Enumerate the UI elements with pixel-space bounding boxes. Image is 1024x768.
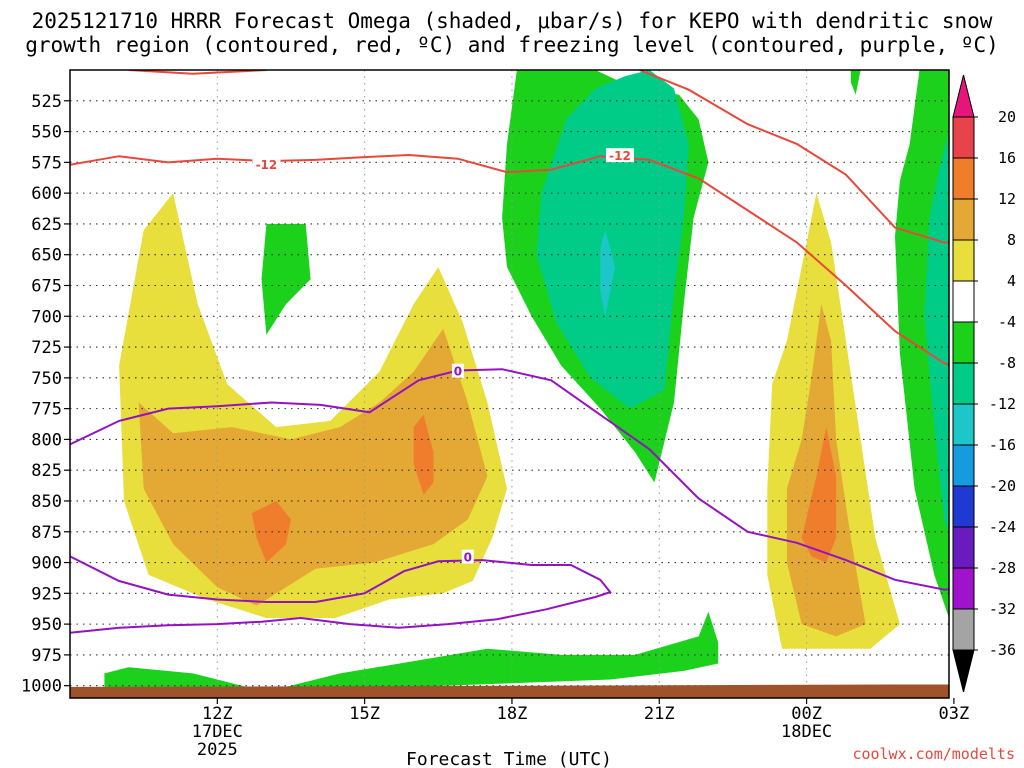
- colorbar-band-10: [952, 526, 975, 569]
- y-tick-label-700: 700: [31, 307, 62, 327]
- omega-shading: [104, 70, 949, 698]
- y-tick-label-650: 650: [31, 246, 62, 266]
- dgz-label-0-1: -12: [609, 149, 631, 163]
- colorbar-band-1: [952, 157, 975, 200]
- omega-region-6-level-12: [801, 427, 837, 563]
- colorbar-label-2: 12: [998, 190, 1016, 208]
- terrain-surface: [70, 684, 949, 698]
- credit-link[interactable]: coolwx.com/modelts: [852, 745, 1015, 763]
- omega-region-8-level-minus8: [536, 70, 689, 409]
- colorbar-label-9: -20: [989, 477, 1016, 495]
- freezing-level-label-bg-1-0: [461, 549, 474, 564]
- x-tick-label-15Z: 15Z: [349, 704, 380, 724]
- plot-frame: [69, 69, 950, 699]
- omega-region-3-level-12: [413, 414, 434, 495]
- dgz-label-bg-0-0: [252, 156, 281, 171]
- y-tick-label-825: 825: [31, 461, 62, 481]
- dgz-label-0-0: -12: [256, 158, 278, 172]
- freezing-level-label-0-0: 0: [454, 365, 462, 379]
- colorbar-band-9: [952, 485, 975, 528]
- colorbar-label-11: -28: [989, 559, 1016, 577]
- y-tick-label-725: 725: [31, 338, 62, 358]
- omega-region-9-level-minus12: [600, 230, 616, 317]
- dgz-label-bg-0-1: [605, 148, 634, 163]
- freezing-level-contour-1: [70, 555, 612, 634]
- x-tick-date-12Z: 17DEC: [192, 722, 243, 742]
- omega-region-15-level-minus4: [104, 611, 719, 698]
- colorbar-band-4: [952, 280, 975, 323]
- y-tick-label-1000: 1000: [21, 677, 62, 697]
- x-tick-label-03Z: 03Z: [939, 704, 970, 724]
- colorbar-label-3: 8: [1007, 231, 1016, 249]
- y-tick-label-850: 850: [31, 492, 62, 512]
- terrain-fill: [70, 684, 949, 698]
- colorbar: 20 16 12 8 4 -4 -8 -12 -16 -20 -24 -28 -32 -36: [952, 74, 1016, 693]
- y-tick-label-925: 925: [31, 584, 62, 604]
- colorbar-label-0: 20: [998, 108, 1016, 126]
- omega-region-12-level-minus8: [924, 131, 949, 534]
- colorbar-label-6: -8: [998, 354, 1016, 372]
- x-tick-date-00Z: 18DEC: [781, 722, 832, 742]
- y-tick-label-575: 575: [31, 153, 62, 173]
- colorbar-band-5: [952, 321, 975, 364]
- x-tick-label-12Z: 12Z: [202, 704, 233, 724]
- colorbar-top-arrow: [952, 74, 975, 118]
- y-tick-label-875: 875: [31, 523, 62, 543]
- colorbar-bottom-arrow: [952, 649, 975, 693]
- y-tick-label-525: 525: [31, 92, 62, 112]
- colorbar-band-12: [952, 608, 975, 651]
- colorbar-band-6: [952, 362, 975, 405]
- dgz-contour-1: [128, 70, 267, 75]
- omega-region-1-level-8: [138, 328, 488, 606]
- colorbar-label-5: -4: [998, 313, 1016, 331]
- grid-lines: [70, 70, 949, 698]
- colorbar-label-1: 16: [998, 149, 1016, 167]
- y-tick-label-775: 775: [31, 400, 62, 420]
- contour-lines: -12 -12 0 0: [70, 70, 949, 634]
- y-tick-label-550: 550: [31, 123, 62, 143]
- y-tick-label-950: 950: [31, 615, 62, 635]
- chart-title-line-2: growth region (contoured, red, ºC) and f…: [25, 33, 999, 57]
- omega-region-14-level-minus4: [850, 70, 861, 95]
- colorbar-label-10: -24: [989, 518, 1016, 536]
- x-tick-label-18Z: 18Z: [497, 704, 528, 724]
- x-tick-year-12Z: 2025: [197, 740, 238, 760]
- colorbar-band-3: [952, 239, 975, 282]
- freezing-level-label-bg-0-0: [451, 363, 464, 378]
- y-tick-label-975: 975: [31, 646, 62, 666]
- colorbar-label-7: -12: [989, 395, 1016, 413]
- y-tick-label-800: 800: [31, 430, 62, 450]
- y-tick-label-750: 750: [31, 369, 62, 389]
- colorbar-band-11: [952, 567, 975, 610]
- freezing-level-label-1-0: 0: [464, 551, 472, 565]
- y-tick-label-900: 900: [31, 554, 62, 574]
- colorbar-label-12: -32: [989, 600, 1016, 618]
- y-tick-label-600: 600: [31, 184, 62, 204]
- chart-title-line-1: 2025121710 HRRR Forecast Omega (shaded, …: [32, 9, 993, 33]
- y-axis: 525 550 575 600 625 650 675 700 725 750 775 800 825 8…: [21, 92, 70, 697]
- freezing-level-contour-0: [70, 368, 949, 591]
- colorbar-band-2: [952, 198, 975, 241]
- colorbar-label-13: -36: [989, 641, 1016, 659]
- colorbar-band-8: [952, 444, 975, 487]
- dgz-contour-0: [70, 153, 949, 366]
- y-tick-label-675: 675: [31, 276, 62, 296]
- omega-region-10-level-minus4: [261, 223, 311, 335]
- colorbar-label-4: 4: [1007, 272, 1016, 290]
- omega-region-2-level-12: [251, 501, 291, 563]
- dgz-contour-2: [639, 70, 949, 244]
- colorbar-band-0: [952, 116, 975, 159]
- x-tick-label-21Z: 21Z: [644, 704, 675, 724]
- colorbar-label-8: -16: [989, 436, 1016, 454]
- x-axis-title: Forecast Time (UTC): [406, 749, 612, 768]
- y-tick-label-625: 625: [31, 215, 62, 235]
- colorbar-band-7: [952, 403, 975, 446]
- x-tick-label-00Z: 00Z: [791, 704, 822, 724]
